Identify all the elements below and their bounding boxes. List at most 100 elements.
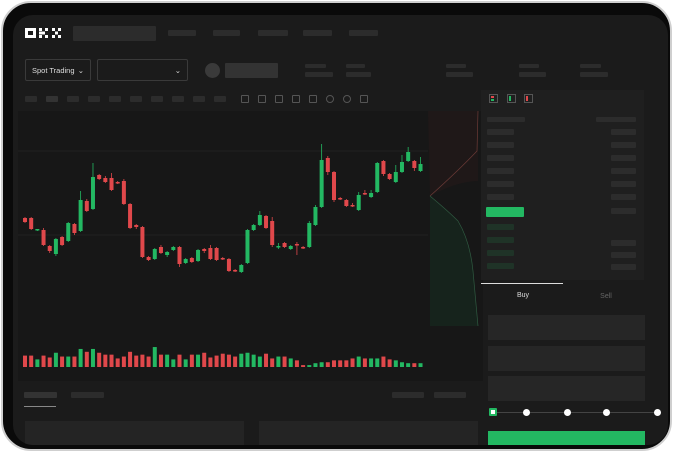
price-input[interactable] xyxy=(488,315,645,340)
slider-mark-100[interactable] xyxy=(654,409,661,416)
volume-bar xyxy=(288,358,293,367)
volume-bar xyxy=(84,351,89,367)
timeframe-button[interactable] xyxy=(46,96,58,102)
slider-handle[interactable] xyxy=(489,408,497,416)
candle-body xyxy=(245,230,250,263)
tab-order-history[interactable] xyxy=(71,392,104,398)
chart-type-icon[interactable] xyxy=(258,95,266,103)
volume-bar xyxy=(152,347,157,367)
slider-mark-25[interactable] xyxy=(523,409,530,416)
nav-item[interactable] xyxy=(349,30,378,36)
timeframe-button[interactable] xyxy=(130,96,142,102)
ask-price xyxy=(487,181,514,187)
nav-item[interactable] xyxy=(213,30,240,36)
candle-body xyxy=(375,163,380,192)
circle-icon[interactable] xyxy=(343,95,351,103)
candle-body xyxy=(369,193,374,197)
amount-input[interactable] xyxy=(488,346,645,371)
book-view-bids-icon[interactable] xyxy=(507,94,516,103)
fullscreen-icon[interactable] xyxy=(360,95,368,103)
candle-body xyxy=(381,161,386,174)
book-view-asks-icon[interactable] xyxy=(524,94,533,103)
volume-bar xyxy=(134,355,139,367)
settings-icon[interactable] xyxy=(275,95,283,103)
ask-amount xyxy=(611,155,636,161)
candle-body xyxy=(356,195,361,210)
nav-item[interactable] xyxy=(168,30,196,36)
ask-amount xyxy=(611,181,636,187)
volume-bar xyxy=(393,360,398,367)
volume-bar xyxy=(177,354,182,367)
volume-bar xyxy=(183,359,188,367)
candle-body xyxy=(301,247,306,249)
filter-button[interactable] xyxy=(392,392,424,398)
depth-asks-line xyxy=(429,110,479,197)
timeframe-button[interactable] xyxy=(25,96,37,102)
nav-item[interactable] xyxy=(303,30,332,36)
volume-bar xyxy=(282,356,287,367)
timeframe-button[interactable] xyxy=(151,96,163,102)
volume-bar xyxy=(307,365,312,367)
stat-label xyxy=(580,64,601,68)
candle-body xyxy=(399,162,404,172)
filter-button[interactable] xyxy=(434,392,466,398)
depth-asks-area xyxy=(428,111,478,196)
volume-bar xyxy=(60,356,65,367)
volume-bar xyxy=(264,353,269,367)
buy-submit-button[interactable] xyxy=(488,431,645,445)
timeframe-button[interactable] xyxy=(214,96,226,102)
timeframe-button[interactable] xyxy=(88,96,100,102)
volume-bar xyxy=(23,355,27,367)
volume-bar xyxy=(381,356,386,367)
tab-buy[interactable]: Buy xyxy=(516,292,530,299)
volume-bar xyxy=(208,357,213,367)
volume-bar xyxy=(313,363,318,367)
slider-mark-75[interactable] xyxy=(603,409,610,416)
candle-body xyxy=(220,258,225,260)
candle-body xyxy=(202,249,207,251)
book-view-both-icon[interactable] xyxy=(489,94,498,103)
pair-select[interactable]: ⌄ xyxy=(97,59,188,81)
buy-tab-underline xyxy=(481,283,563,284)
okx-logo xyxy=(25,28,61,38)
candle-body xyxy=(165,252,170,255)
slider-mark-50[interactable] xyxy=(564,409,571,416)
timeframe-button[interactable] xyxy=(67,96,79,102)
ask-price xyxy=(487,142,514,148)
mid-price xyxy=(486,207,524,217)
ask-amount xyxy=(611,129,636,135)
market-type-select[interactable]: Spot Trading ⌄ xyxy=(25,59,91,81)
tab-underline xyxy=(24,406,56,407)
volume-bar xyxy=(356,356,361,367)
candlestick-chart[interactable] xyxy=(18,110,483,381)
bid-amount xyxy=(611,240,636,246)
leverage-slider[interactable] xyxy=(493,412,661,413)
chevron-down-icon: ⌄ xyxy=(77,65,84,75)
candle-body xyxy=(41,230,46,245)
timeframe-button[interactable] xyxy=(172,96,184,102)
candle-body xyxy=(387,174,392,179)
line-tool-icon[interactable] xyxy=(292,95,300,103)
tab-open-orders[interactable] xyxy=(24,392,57,398)
candle-body xyxy=(177,247,182,264)
volume-bar xyxy=(412,363,417,367)
coin-icon xyxy=(205,63,220,78)
candle-body xyxy=(35,229,40,231)
timeframe-button[interactable] xyxy=(109,96,121,102)
candle-body xyxy=(214,248,219,260)
volume-bar xyxy=(257,356,262,367)
ask-price xyxy=(487,194,514,200)
candle-body xyxy=(362,193,367,195)
timeframe-button[interactable] xyxy=(193,96,205,102)
volume-bar xyxy=(251,354,256,367)
tab-sell[interactable]: Sell xyxy=(600,293,612,300)
stat-value xyxy=(346,72,371,77)
total-input[interactable] xyxy=(488,376,645,401)
brush-icon[interactable] xyxy=(309,95,317,103)
ask-price xyxy=(487,155,514,161)
nav-item[interactable] xyxy=(258,30,288,36)
search-bar[interactable] xyxy=(73,26,156,41)
target-icon[interactable] xyxy=(326,95,334,103)
indicator-icon[interactable] xyxy=(241,95,249,103)
